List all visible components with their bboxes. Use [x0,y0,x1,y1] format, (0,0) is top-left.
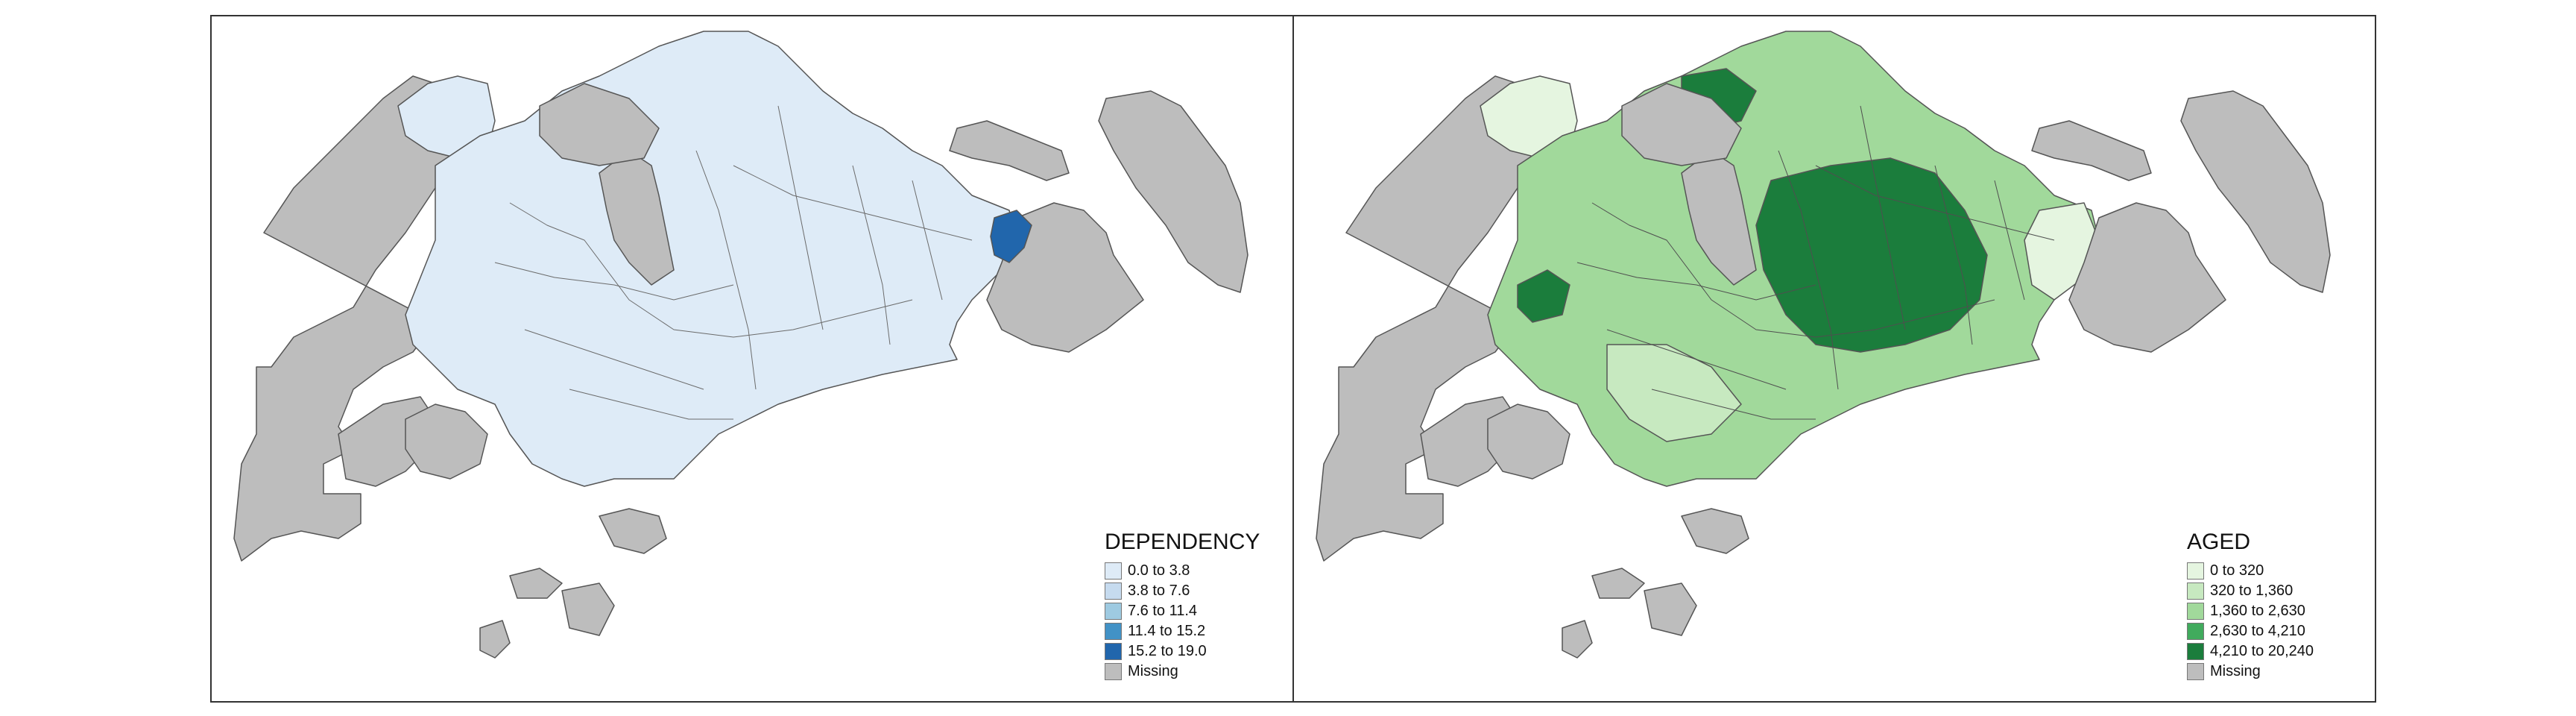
legend-swatch [2187,643,2204,660]
region-north-missing [1621,83,1742,166]
legend-item: 0.0 to 3.8 [1105,561,1284,581]
legend-swatch [2187,663,2204,680]
legend-label: 0 to 320 [2210,562,2264,579]
aged-choropleth-map [1316,31,2331,659]
region-south-island-5-missing [1644,582,1697,636]
dependency-map-panel: DEPENDENCY 0.0 to 3.8 3.8 to 7.6 7.6 to … [210,15,1294,703]
region-south-island-6-missing [1562,620,1593,659]
legend-label: 3.8 to 7.6 [1128,582,1190,599]
region-north-missing [539,83,660,166]
legend-label: Missing [2210,663,2261,679]
legend-title: AGED [2187,530,2251,554]
legend-swatch [2187,603,2204,620]
legend-label: Missing [1128,663,1178,679]
region-central-catchment-missing [599,150,675,286]
dependency-choropleth-map [233,31,1248,659]
legend-label: 320 to 1,360 [2210,582,2294,599]
legend-label: 7.6 to 11.4 [1128,603,1198,619]
legend-item: 7.6 to 11.4 [1105,601,1284,621]
region-south-island-4-missing [509,568,563,599]
region-south-island-3-missing [1681,508,1749,554]
legend-swatch [2187,623,2204,640]
legend-swatch [1105,582,1122,600]
legend-label: 4,210 to 20,240 [2210,643,2314,659]
region-east-missing [2068,202,2226,353]
legend-label: 0.0 to 3.8 [1128,562,1190,579]
legend-label: 2,630 to 4,210 [2210,623,2305,639]
region-far-east-island-missing [1098,90,1248,293]
region-far-east-island-missing [2180,90,2331,293]
region-south-island-2-missing [1487,403,1570,480]
legend-swatch [1105,623,1122,640]
legend-item: 2,630 to 4,210 [2187,621,2366,641]
dependency-legend: DEPENDENCY 0.0 to 3.8 3.8 to 7.6 7.6 to … [1105,530,1284,682]
legend-swatch [1105,643,1122,660]
region-northeast-island-missing [2031,120,2152,181]
region-south-island-5-missing [561,582,615,636]
region-high-dependency [990,210,1032,263]
legend-item: 11.4 to 15.2 [1105,621,1284,641]
legend-label: 1,360 to 2,630 [2210,603,2305,619]
legend-label: 15.2 to 19.0 [1128,643,1207,659]
aged-legend: AGED 0 to 320 320 to 1,360 1,360 to 2,63… [2187,530,2366,682]
legend-item: 4,210 to 20,240 [2187,641,2366,662]
region-aged-mid-south [1606,344,1742,442]
region-aged-high-east [1755,157,1988,353]
aged-map-panel: AGED 0 to 320 320 to 1,360 1,360 to 2,63… [1292,15,2376,703]
legend-swatch [2187,582,2204,600]
legend-item: 1,360 to 2,630 [2187,601,2366,621]
region-south-island-4-missing [1591,568,1645,599]
legend-swatch [2187,562,2204,580]
legend-item: 15.2 to 19.0 [1105,641,1284,662]
region-main-island [405,31,1017,487]
legend-item: 3.8 to 7.6 [1105,581,1284,601]
legend-swatch [1105,562,1122,580]
legend-item: 0 to 320 [2187,561,2366,581]
legend-swatch [1105,663,1122,680]
region-south-island-3-missing [599,508,667,554]
legend-item: Missing [1105,662,1284,682]
region-central-catchment-missing [1681,150,1757,286]
region-south-island-2-missing [405,403,488,480]
legend-item: 320 to 1,360 [2187,581,2366,601]
region-aged-high-west [1517,269,1570,323]
legend-swatch [1105,603,1122,620]
legend-item: Missing [2187,662,2366,682]
legend-label: 11.4 to 15.2 [1128,623,1206,639]
region-northeast-island-missing [949,120,1070,181]
legend-title: DEPENDENCY [1105,530,1260,554]
region-south-island-6-missing [479,620,511,659]
